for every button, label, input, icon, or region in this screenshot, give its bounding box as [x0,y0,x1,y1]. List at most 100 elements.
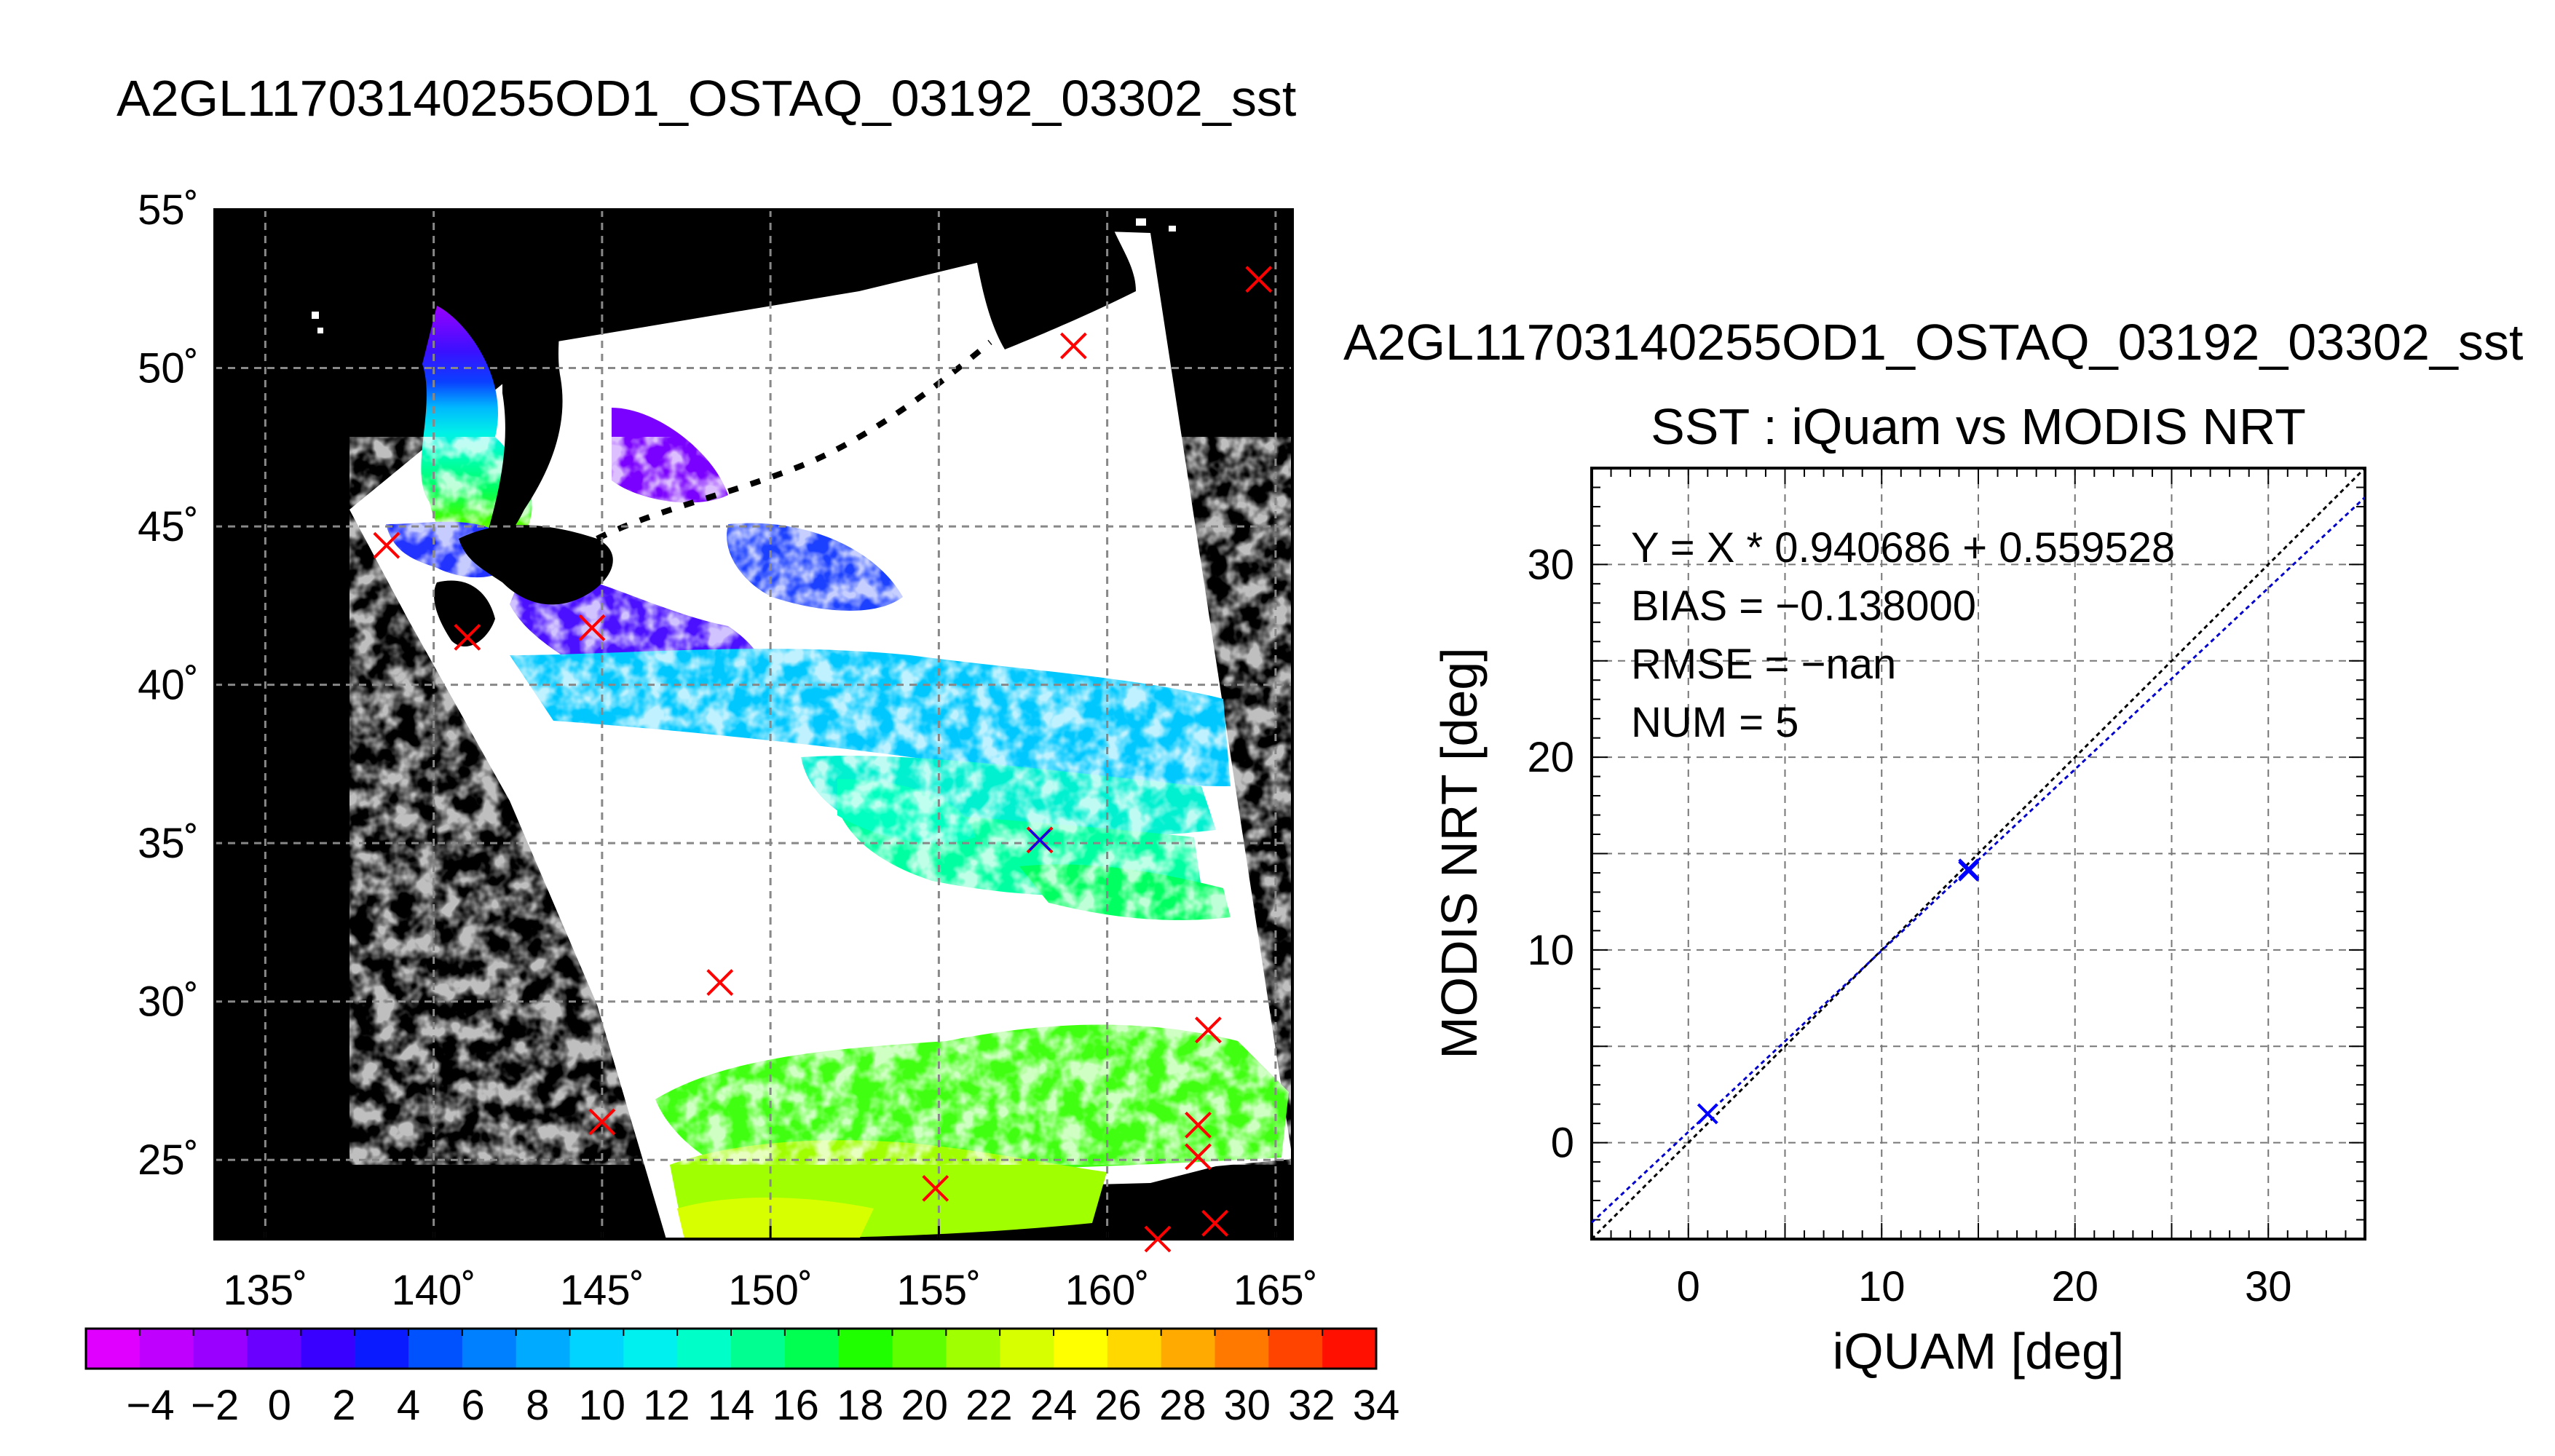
scatter-ticks: 0 10 20 30 0 10 20 30 [1527,467,2366,1310]
map-lon-tick-label: 145˚ [560,1267,644,1314]
map-frame [213,208,1294,1241]
map-ticks: 135˚ 140˚ 145˚ 150˚ 155˚ 160˚ 165˚ 25˚ 30˚ 35˚ 40˚… [138,186,1318,1314]
buoy-marker [706,969,734,997]
hokkaido-island [459,525,613,605]
colorbar-tick-label: 2 [332,1382,355,1429]
colorbar-tick-label: 32 [1288,1382,1335,1429]
scatter-title: SST : iQuam vs MODIS NRT [1651,398,2306,455]
buoy-marker [1185,1111,1212,1139]
scatter-stat-line: BIAS = −0.138000 [1631,582,1976,630]
scatter-y-tick-label: 10 [1527,927,1574,974]
map-lon-tick-label: 160˚ [1065,1267,1150,1314]
colorbar-swatch [731,1329,786,1369]
map-title: A2GL11703140255OD1_OSTAQ_03192_03302_sst [117,70,1297,127]
buoy-marker [1059,332,1087,360]
colorbar-tick-label: 6 [461,1382,484,1429]
scatter-file-title: A2GL11703140255OD1_OSTAQ_03192_03302_sst [1343,314,2524,371]
scatter-ylabel: MODIS NRT [deg] [1431,647,1488,1059]
colorbar-frame [84,1327,1378,1370]
colorbar-swatch [784,1329,840,1369]
map-lon-tick-label: 140˚ [392,1267,476,1314]
colorbar-tick-label: 20 [901,1382,949,1429]
colorbar-tick-label: 26 [1094,1382,1142,1429]
colorbar-tick-label: −4 [127,1382,175,1429]
colorbar-tick-label: 18 [837,1382,884,1429]
colorbar-tick-label: 24 [1030,1382,1078,1429]
buoy-marker [454,623,481,651]
map-markers [373,266,1273,1253]
colorbar-tick-label: 28 [1159,1382,1207,1429]
honshu-north [434,580,495,647]
colorbar-swatch [462,1329,517,1369]
colorbar-swatch [301,1329,355,1369]
buoy-marker [922,1174,949,1202]
colorbar-swatch [1161,1329,1215,1369]
colorbar-swatch [1054,1329,1108,1369]
colorbar-tick-label: −2 [191,1382,239,1429]
scatter-y-tick-label: 20 [1527,734,1574,781]
colorbar-swatch [139,1329,194,1369]
colorbar-tick-label: 22 [965,1382,1013,1429]
colorbar-tick-label: 0 [268,1382,291,1429]
map-lat-tick-label: 55˚ [138,186,199,234]
colorbar-tick-label: 4 [397,1382,420,1429]
colorbar-swatch [408,1329,463,1369]
scatter-x-tick-label: 0 [1677,1263,1700,1310]
buoy-marker [1245,266,1273,293]
colorbar-tick-label: 16 [772,1382,819,1429]
colorbar: −4 −2 0 2 4 6 8 10 12 14 16 18 20 22 24 26 28 30 32 34 [84,1327,1400,1429]
colorbar-tick-label: 30 [1224,1382,1271,1429]
sst-map: 135˚ 140˚ 145˚ 150˚ 155˚ 160˚ 165˚ 25˚ 30˚ 35˚ 40˚… [138,186,1318,1314]
buoy-marker [588,1108,616,1136]
buoy-marker [1144,1225,1172,1253]
colorbar-swatch [946,1329,1000,1369]
scatter-x-tick-label: 20 [2051,1263,2098,1310]
scatter-x-tick-label: 10 [1858,1263,1906,1310]
scatter-stat-line: RMSE = −nan [1631,641,1896,688]
colorbar-swatch [623,1329,678,1369]
colorbar-swatch [569,1329,624,1369]
colorbar-swatch [1268,1329,1323,1369]
buoy-marker [578,614,606,641]
buoy-marker [1194,1016,1222,1044]
map-lat-tick-label: 45˚ [138,503,199,550]
map-grid [215,208,1292,1239]
colorbar-swatch [1215,1329,1269,1369]
identity-line [1592,468,2365,1239]
buoy-marker [373,531,400,559]
map-lat-tick-label: 25˚ [138,1136,199,1184]
map-lon-tick-label: 165˚ [1233,1267,1318,1314]
colorbar-tick-label: 12 [643,1382,690,1429]
match-marker-blue [1029,828,1051,851]
buoy-marker [1201,1209,1229,1237]
colorbar-swatch [677,1329,732,1369]
colorbar-tick-label: 8 [526,1382,549,1429]
scatter-stat-line: NUM = 5 [1631,699,1798,746]
map-lat-tick-label: 40˚ [138,662,199,709]
colorbar-swatch [86,1329,141,1369]
sakhalin-island [488,267,563,542]
colorbar-swatch [1107,1329,1162,1369]
colorbar-swatch [1000,1329,1054,1369]
map-lon-tick-label: 150˚ [728,1267,813,1314]
buoy-marker [1185,1143,1212,1171]
kuril-islands [596,339,992,542]
map-lat-tick-label: 35˚ [138,820,199,867]
scatter-y-tick-label: 0 [1551,1120,1574,1167]
scatter-x-tick-label: 30 [2245,1263,2292,1310]
colorbar-swatch [247,1329,301,1369]
colorbar-swatch [1322,1329,1377,1369]
coastline-specks [312,218,1176,333]
colorbar-swatch [355,1329,409,1369]
scatter-stat-line: Y = X * 0.940686 + 0.559528 [1631,524,2175,571]
scatter-point [1697,1103,1718,1125]
map-lat-tick-label: 50˚ [138,345,199,392]
colorbar-tick-label: 34 [1353,1382,1400,1429]
map-lon-tick-label: 155˚ [896,1267,981,1314]
scatter-point [1958,860,1980,882]
scatter-points [1697,858,1980,1125]
colorbar-swatch [892,1329,947,1369]
colorbar-swatch [516,1329,570,1369]
scatter-xlabel: iQUAM [deg] [1833,1323,2125,1380]
